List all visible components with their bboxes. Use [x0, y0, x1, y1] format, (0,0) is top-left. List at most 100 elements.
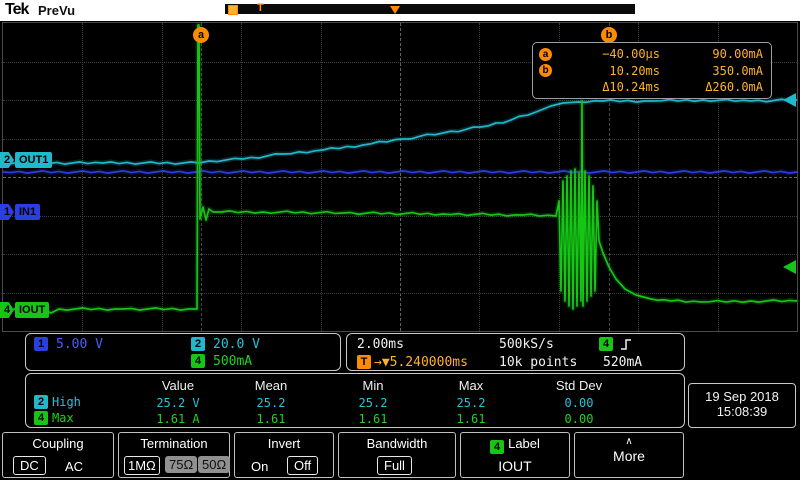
- cursor-a-badge: a: [539, 47, 552, 61]
- record-cursor-marker: [228, 5, 238, 15]
- channel-4-badge[interactable]: 4: [191, 354, 205, 368]
- invert-on-option[interactable]: On: [251, 459, 269, 474]
- menu-coupling[interactable]: Coupling DC AC: [2, 432, 114, 478]
- meas-row1-min: 25.2: [358, 396, 388, 410]
- invert-off-option[interactable]: Off: [287, 456, 319, 475]
- meas-row1-name: High: [52, 395, 81, 409]
- channel-1-label: IN1: [15, 204, 41, 220]
- top-bar: Tek PreVu T: [0, 0, 800, 21]
- coupling-ac-option[interactable]: AC: [65, 459, 84, 474]
- channel-1-position-marker[interactable]: 1: [0, 204, 14, 220]
- menu-bandwidth[interactable]: Bandwidth Full: [338, 432, 456, 478]
- date-text: 19 Sep 2018: [705, 389, 779, 404]
- channel-2-scale: 20.0 V: [213, 337, 260, 352]
- meas-row2-value: 1.61 A: [156, 412, 200, 426]
- menu-coupling-title: Coupling: [32, 436, 84, 451]
- meas-header-stddev: Std Dev: [555, 378, 603, 393]
- channel-1-number: 1: [3, 206, 11, 218]
- meas-header-min: Min: [362, 378, 384, 393]
- termination-50ohm-option[interactable]: 50Ω: [198, 456, 231, 473]
- meas-row2-stddev: 0.00: [564, 412, 594, 426]
- termination-1mohm-option[interactable]: 1MΩ: [124, 456, 160, 475]
- meas-row2-name: Max: [52, 411, 74, 425]
- waveform-display: [3, 23, 797, 316]
- termination-75ohm-option[interactable]: 75Ω: [165, 456, 198, 473]
- timebase-trigger-panel: 2.00ms 500kS/s 4 T →▼5.240000ms 10k poin…: [346, 333, 685, 371]
- cursor-delta-row: Δ10.24ms Δ260.0mA: [539, 79, 765, 95]
- timebase-readout: 2.00ms: [357, 337, 404, 352]
- cursor-b-value: 350.0mA: [712, 63, 763, 78]
- cursor-delta-value: Δ260.0mA: [705, 80, 763, 94]
- meas-row1-stddev: 0.00: [564, 396, 594, 410]
- channel-2-number: 2: [3, 154, 11, 166]
- sample-rate-readout: 500kS/s: [499, 337, 554, 352]
- channel-4-number: 4: [3, 304, 11, 316]
- meas-header-max: Max: [458, 378, 484, 393]
- cursor-b-handle-label: b: [605, 29, 613, 41]
- meas-row1-mean: 25.2: [256, 396, 286, 410]
- measurement-table: Value Mean Min Max Std Dev 2 High 25.2 V…: [25, 373, 685, 428]
- meas-row2-mean: 1.61: [256, 412, 286, 426]
- cursor-delta-time: Δ10.24ms: [602, 80, 660, 94]
- meas-row2-channel-badge: 4: [34, 411, 48, 425]
- label-channel-badge: 4: [490, 440, 505, 454]
- menu-invert[interactable]: Invert On Off: [234, 432, 334, 478]
- channel-2-edge-arrow: [783, 93, 796, 107]
- cursor-b-badge: b: [539, 64, 552, 77]
- menu-label[interactable]: 4 Label IOUT: [460, 432, 570, 478]
- channel-4-label: IOUT: [15, 302, 50, 318]
- record-length-readout: 10k points: [499, 355, 578, 370]
- trigger-slope-icon: [621, 339, 631, 350]
- record-view-bar[interactable]: T: [225, 2, 635, 15]
- cursor-a-time: −40.00µs: [602, 47, 660, 61]
- cursor-a-value: 90.00mA: [712, 47, 763, 61]
- cursor-b-row: b 10.20ms 350.0mA: [539, 63, 765, 79]
- bandwidth-full-option[interactable]: Full: [377, 456, 412, 475]
- trigger-source-badge: 4: [599, 337, 613, 351]
- channel-1-badge[interactable]: 1: [34, 337, 48, 351]
- datetime-box: 19 Sep 2018 15:08:39: [688, 383, 796, 428]
- trigger-delay-readout: →▼5.240000ms: [374, 355, 468, 370]
- channel-4-position-marker[interactable]: 4: [0, 302, 14, 318]
- expansion-point-icon: [390, 6, 400, 14]
- meas-header-mean: Mean: [254, 378, 288, 393]
- cursor-b-line[interactable]: [609, 23, 610, 331]
- label-title-text: Label: [508, 436, 540, 451]
- menu-termination[interactable]: Termination 1MΩ 75Ω 50Ω: [118, 432, 231, 478]
- meas-header-value: Value: [161, 378, 195, 393]
- coupling-dc-option[interactable]: DC: [13, 456, 46, 475]
- cursor-a-handle-label: a: [197, 29, 205, 41]
- record-trigger-marker: T: [257, 2, 264, 14]
- menu-bandwidth-title: Bandwidth: [366, 436, 428, 451]
- trigger-level-arrow[interactable]: [783, 260, 796, 274]
- cursor-a-line[interactable]: [201, 23, 202, 331]
- meas-row2-max: 1.61: [456, 412, 486, 426]
- cursor-b-handle[interactable]: b: [601, 27, 617, 43]
- meas-row1-channel-badge: 2: [34, 395, 48, 409]
- cursor-a-row: a −40.00µs 90.00mA: [539, 46, 765, 62]
- channel-scale-panel: 1 5.00 V 2 20.0 V 4 500mA: [25, 333, 341, 371]
- tek-logo: Tek: [5, 1, 29, 18]
- channel-4-scale: 500mA: [213, 354, 253, 369]
- cursor-b-time: 10.20ms: [609, 63, 660, 78]
- channel-1-scale: 5.00 V: [56, 337, 103, 352]
- channel-2-label: OUT1: [15, 152, 53, 168]
- meas-row1-value: 25.2 V: [156, 396, 200, 410]
- menu-label-title: 4 Label: [461, 436, 569, 454]
- menu-termination-title: Termination: [140, 436, 208, 451]
- channel-2-position-marker[interactable]: 2: [0, 152, 14, 168]
- more-up-chevron-icon: ∧: [625, 436, 633, 447]
- trigger-level-readout: 520mA: [603, 355, 643, 370]
- channel-2-badge[interactable]: 2: [191, 337, 205, 351]
- time-text: 15:08:39: [716, 404, 768, 419]
- cursor-a-handle[interactable]: a: [193, 27, 209, 43]
- menu-more-title: More: [613, 448, 645, 464]
- trigger-position-badge: T: [357, 355, 371, 369]
- meas-row2-min: 1.61: [358, 412, 388, 426]
- acquisition-status: PreVu: [38, 3, 76, 18]
- meas-row1-max: 25.2: [456, 396, 486, 410]
- cursor-readout-panel: a −40.00µs 90.00mA b 10.20ms 350.0mA Δ10…: [532, 42, 772, 99]
- menu-invert-title: Invert: [267, 436, 301, 451]
- label-value: IOUT: [498, 458, 532, 474]
- menu-more[interactable]: ∧ More: [574, 432, 684, 478]
